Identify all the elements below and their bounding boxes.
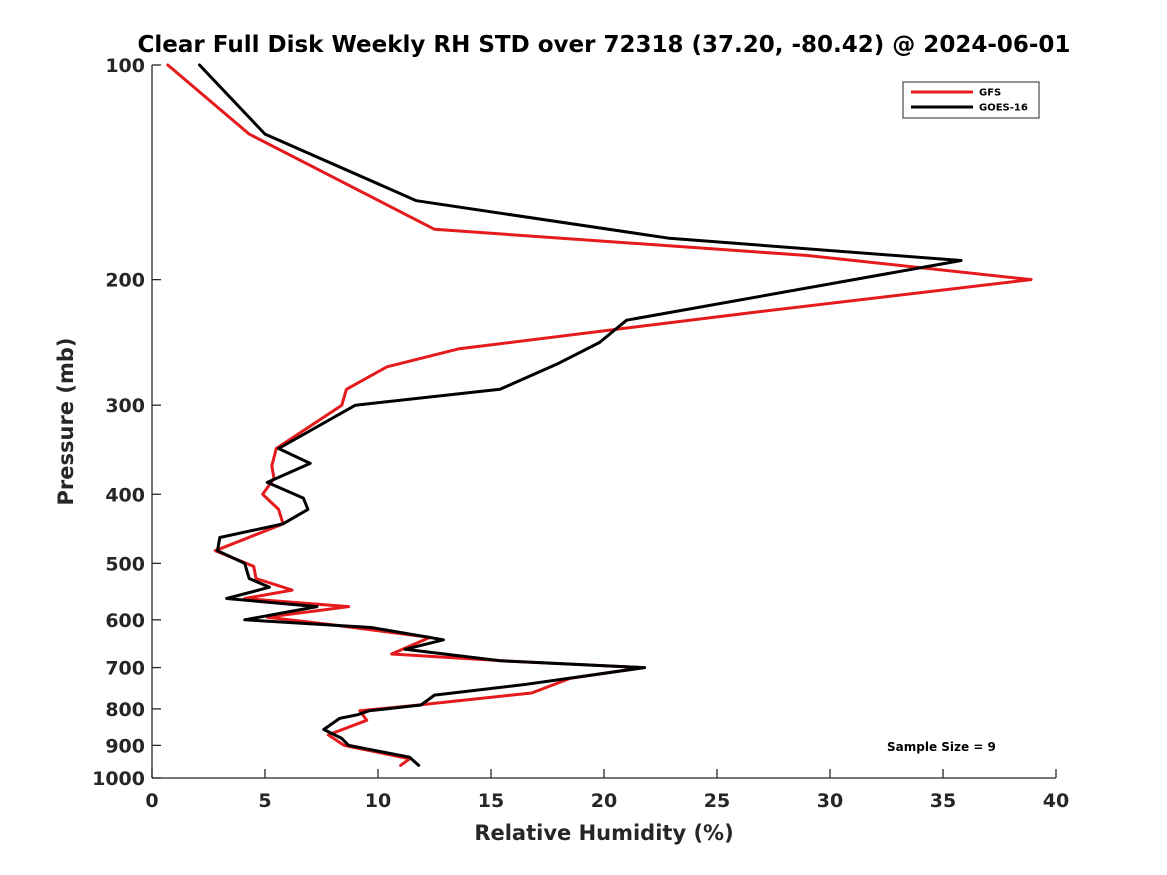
x-tick-label: 0	[145, 790, 158, 812]
plot-area: 0 5 10 15 20 25 30 35 40 100 200 300 400 500 600 700 80…	[92, 55, 1069, 812]
sample-size-annotation: Sample Size = 9	[887, 740, 996, 754]
y-axis-ticks: 100 200 300 400 500 600 700 800 900 1000	[92, 55, 161, 790]
chart-title: Clear Full Disk Weekly RH STD over 72318…	[138, 32, 1071, 58]
legend-label: GOES-16	[979, 103, 1028, 114]
x-tick-label: 30	[817, 790, 843, 812]
legend-box	[902, 81, 1040, 119]
x-tick-label: 25	[704, 790, 730, 812]
y-axis-title: Pressure (mb)	[54, 338, 78, 506]
y-tick-label: 300	[105, 395, 145, 417]
x-axis-ticks: 0 5 10 15 20 25 30 35 40	[145, 769, 1069, 812]
x-tick-label: 20	[591, 790, 617, 812]
y-tick-label: 1000	[92, 768, 145, 790]
legend-entries: GFS GOES-16	[911, 88, 1028, 114]
y-tick-label: 800	[105, 699, 145, 721]
series-line-goes-16	[198, 63, 963, 767]
x-tick-label: 5	[258, 790, 271, 812]
y-tick-label: 200	[105, 270, 145, 292]
y-tick-label: 900	[105, 735, 145, 757]
x-tick-label: 10	[365, 790, 391, 812]
y-tick-label: 500	[105, 553, 145, 575]
y-tick-label: 700	[105, 658, 145, 680]
legend: GFS GOES-16	[902, 81, 1040, 119]
x-tick-label: 35	[930, 790, 956, 812]
x-tick-label: 40	[1043, 790, 1069, 812]
y-tick-label: 100	[105, 55, 145, 77]
series-layer	[166, 63, 1033, 767]
axes-box	[152, 65, 1056, 778]
x-tick-label: 15	[478, 790, 504, 812]
y-tick-label: 400	[105, 484, 145, 506]
legend-label: GFS	[979, 88, 1001, 99]
x-axis-title: Relative Humidity (%)	[474, 821, 733, 845]
y-tick-label: 600	[105, 610, 145, 632]
